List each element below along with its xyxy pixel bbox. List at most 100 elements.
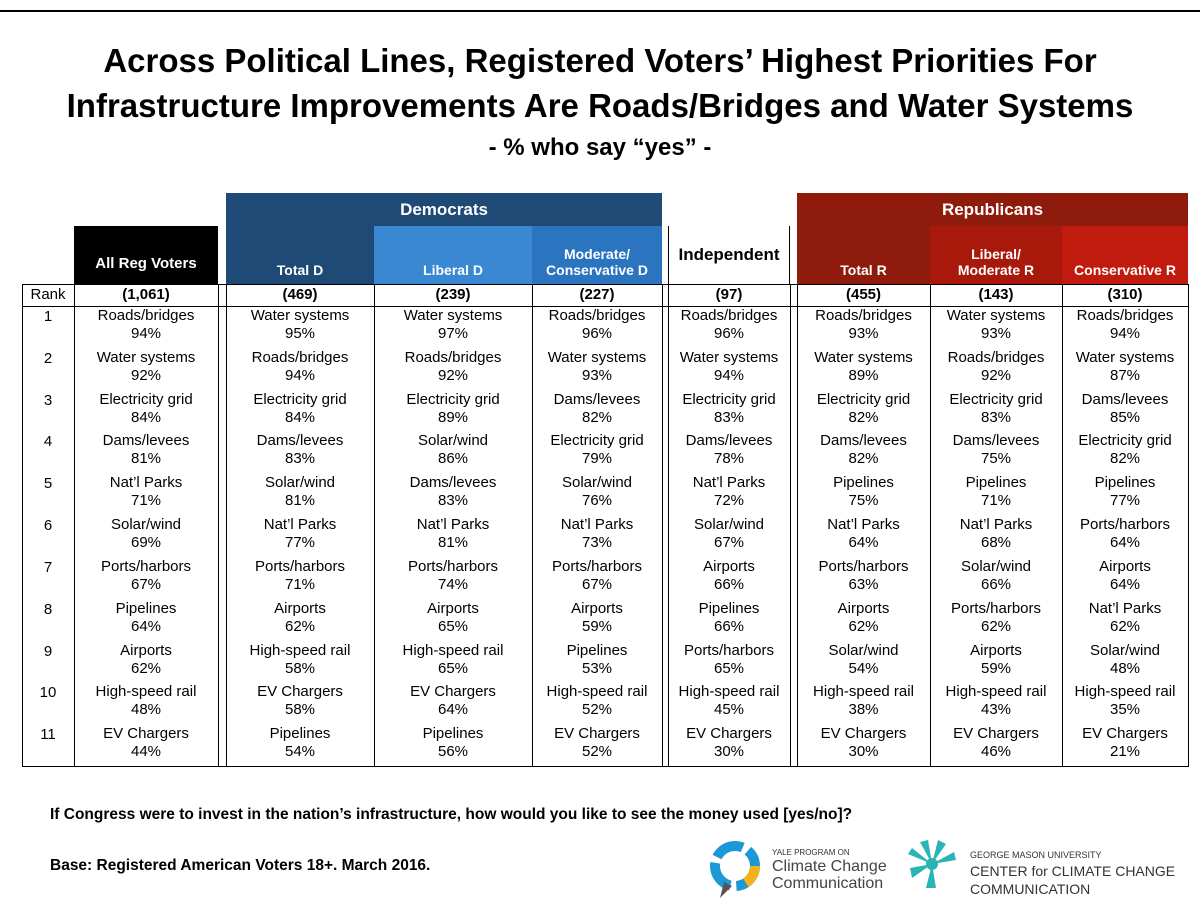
percent: 52% (581, 701, 613, 719)
item: Electricity grid (682, 390, 776, 408)
percent: 30% (848, 743, 879, 761)
item: Solar/wind (264, 474, 336, 492)
item: Airports (427, 599, 479, 617)
percent: 82% (581, 408, 613, 426)
item: Water systems (1075, 348, 1175, 366)
percent: 82% (848, 450, 879, 468)
percent: 74% (437, 575, 469, 593)
group-header: Democrats (226, 193, 662, 226)
percent: 35% (1109, 701, 1141, 719)
percent: 92% (437, 366, 469, 384)
rank-label: Rank (30, 286, 66, 303)
item: Dams/levees (685, 432, 773, 450)
percent: 54% (848, 659, 879, 677)
percent: 82% (848, 408, 879, 426)
item: EV Chargers (686, 725, 772, 743)
percent: 48% (130, 701, 162, 719)
sample-size: (227) (579, 286, 615, 303)
item: Solar/wind (828, 641, 899, 659)
column-rule (1188, 284, 1189, 766)
column-rule (662, 284, 663, 766)
percent: 69% (130, 534, 162, 552)
item: Water systems (547, 348, 647, 366)
percent: 68% (980, 534, 1012, 552)
percent: 85% (1109, 408, 1141, 426)
percent: 65% (713, 659, 745, 677)
column-header: Independent (668, 226, 790, 284)
row-rule (22, 766, 1189, 767)
item: Water systems (814, 348, 913, 366)
percent: 95% (284, 325, 316, 342)
rank: 4 (43, 433, 53, 451)
column-rule (790, 284, 791, 766)
percent: 67% (713, 534, 745, 552)
item: EV Chargers (103, 725, 189, 743)
percent: 52% (581, 743, 613, 761)
percent: 56% (437, 743, 469, 761)
item: Nat’l Parks (263, 516, 337, 534)
column-rule (797, 284, 798, 766)
item: Electricity grid (99, 390, 193, 408)
item: Dams/levees (820, 432, 907, 450)
item: Pipelines (965, 474, 1027, 492)
percent: 89% (848, 366, 879, 384)
percent: 62% (284, 617, 316, 635)
item: Pipelines (698, 599, 760, 617)
percent: 46% (980, 743, 1012, 761)
item: Airports (120, 641, 172, 659)
percent: 94% (284, 366, 316, 384)
row-rule (22, 306, 1189, 307)
sample-size: (239) (435, 286, 471, 303)
item: High-speed rail (945, 683, 1047, 701)
base: Base: Registered American Voters 18+. Ma… (50, 857, 431, 874)
group-header: Republicans (797, 193, 1188, 226)
item: Nat’l Parks (416, 516, 490, 534)
logo-text: Communication (772, 875, 883, 892)
item: Airports (837, 599, 890, 617)
item: EV Chargers (410, 683, 496, 701)
percent: 75% (980, 450, 1012, 468)
item: Roads/bridges (404, 348, 502, 366)
item: Electricity grid (406, 390, 500, 408)
item: Airports (571, 599, 623, 617)
logo-text: Climate Change (772, 858, 887, 875)
item: Dams/levees (952, 432, 1040, 450)
item: Solar/wind (1089, 641, 1161, 659)
item: Ports/harbors (407, 557, 499, 575)
item: Ports/harbors (100, 557, 192, 575)
percent: 78% (713, 450, 745, 468)
percent: 62% (130, 659, 162, 677)
percent: 94% (130, 325, 162, 342)
item: Roads/bridges (548, 307, 646, 324)
item: Water systems (96, 348, 196, 366)
item: Water systems (679, 348, 779, 366)
percent: 58% (284, 659, 316, 677)
column-header: Total R (797, 226, 930, 284)
column-rule (1062, 284, 1063, 766)
percent: 67% (130, 575, 162, 593)
item: Electricity grid (816, 390, 911, 408)
rank: 9 (43, 642, 53, 660)
percent: 63% (848, 575, 879, 593)
percent: 94% (1109, 325, 1141, 342)
item: Roads/bridges (947, 348, 1045, 366)
rank: 3 (43, 391, 53, 409)
percent: 54% (284, 743, 316, 761)
item: Electricity grid (1078, 432, 1172, 450)
rank: 2 (43, 349, 53, 367)
rank: 11 (40, 726, 56, 744)
percent: 71% (130, 492, 162, 510)
sample-size: (455) (845, 286, 882, 303)
column-rule (74, 284, 75, 766)
item: High-speed rail (546, 683, 648, 701)
item: Pipelines (566, 641, 628, 659)
item: Nat’l Parks (109, 474, 183, 492)
item: Ports/harbors (1079, 516, 1171, 534)
question: If Congress were to invest in the nation… (50, 806, 853, 823)
percent: 82% (1109, 450, 1141, 468)
item: Dams/levees (102, 432, 190, 450)
column-rule (218, 284, 219, 766)
sample-size: (469) (282, 286, 318, 303)
column-rule (226, 284, 227, 766)
